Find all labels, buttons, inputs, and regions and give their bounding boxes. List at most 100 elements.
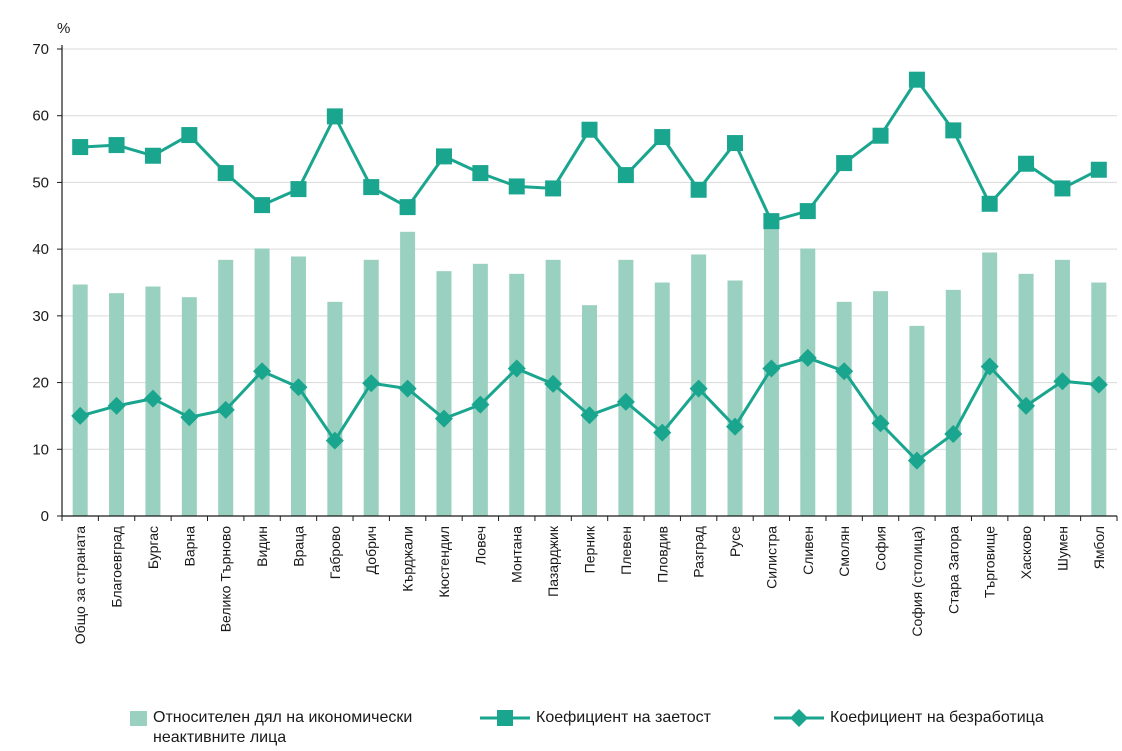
bar (1018, 273, 1034, 516)
data-point-diamond (216, 400, 235, 419)
legend-swatch-bar (130, 711, 147, 726)
data-point-square (399, 199, 416, 216)
data-point-square (581, 121, 598, 138)
x-category-label: София (столица) (909, 526, 925, 637)
data-point-square (617, 167, 634, 184)
x-category-label: Добрич (363, 526, 379, 574)
legend-label-inactive: Относителен дял на икономически неактивн… (153, 709, 413, 746)
bar (727, 280, 743, 516)
data-point-square (1054, 180, 1071, 197)
data-point-diamond (653, 423, 672, 442)
data-point-diamond (907, 451, 926, 470)
legend-label-unemployment: Коефициент на безработица (830, 709, 1044, 726)
data-point-diamond (398, 379, 417, 398)
bar (873, 291, 889, 516)
bar (618, 259, 634, 516)
data-point-diamond (507, 359, 526, 378)
y-tick-label: 50 (32, 174, 49, 191)
data-point-diamond (871, 414, 890, 433)
bar (472, 263, 488, 516)
bar (218, 259, 234, 516)
data-point-square (72, 139, 89, 156)
bar (400, 231, 416, 516)
data-point-diamond (980, 357, 999, 376)
data-point-square (654, 129, 671, 146)
data-point-square (727, 135, 744, 152)
bar (181, 297, 197, 516)
data-point-diamond (180, 408, 199, 427)
x-category-label: Благоевград (109, 526, 125, 608)
y-tick-label: 10 (32, 441, 49, 458)
bar (509, 273, 525, 516)
bar (836, 301, 852, 516)
legend-item-employment: Коефициент на заетост (480, 708, 711, 728)
x-category-label: Бургас (145, 526, 161, 569)
data-point-square (1090, 161, 1107, 178)
bar (1091, 282, 1107, 516)
data-point-square (508, 178, 525, 195)
data-point-diamond (798, 348, 817, 367)
data-point-square (545, 180, 562, 197)
data-point-square (326, 108, 343, 125)
x-category-label: Пловдив (654, 526, 670, 583)
legend-item-inactive: Относителен дял на икономически неактивн… (130, 708, 475, 748)
data-point-square (181, 127, 198, 144)
bar (909, 325, 925, 516)
data-point-square (363, 179, 380, 196)
data-point-square (254, 197, 271, 214)
legend-item-unemployment: Коефициент на безработица (774, 708, 1044, 728)
bar (436, 271, 452, 516)
data-point-diamond (471, 395, 490, 414)
bar-series (72, 227, 1107, 517)
x-category-label: Велико Търново (218, 526, 234, 632)
x-category-label: Монтана (509, 526, 525, 583)
data-point-square (472, 165, 489, 182)
y-tick-label: 40 (32, 241, 49, 258)
x-category-label: Кюстендил (436, 526, 452, 598)
x-category-label: Перник (582, 525, 598, 573)
x-category-label: Варна (181, 526, 197, 567)
data-point-diamond (944, 424, 963, 443)
y-tick-label: 70 (32, 41, 49, 58)
x-category-label: Разград (691, 526, 707, 578)
x-category-label: Търговище (982, 526, 998, 598)
data-point-diamond (107, 396, 126, 415)
x-category-label: Кърджали (400, 526, 416, 592)
x-category-label: Плевен (618, 526, 634, 575)
x-category-label: Стара Загора (945, 526, 961, 614)
x-category-label: Русе (727, 526, 743, 557)
series-line (80, 78, 1100, 223)
bar (982, 252, 998, 516)
data-point-diamond (325, 431, 344, 450)
legend-swatch-square-line (480, 710, 530, 726)
data-point-diamond (616, 392, 635, 411)
data-point-square (872, 127, 889, 144)
x-category-label: Шумен (1054, 526, 1070, 571)
bar (254, 248, 270, 516)
data-point-diamond (289, 378, 308, 397)
bar (654, 282, 670, 516)
line-series (71, 71, 1108, 470)
bar (72, 284, 88, 516)
y-tick-label: 0 (41, 508, 49, 525)
x-category-label: София (873, 526, 889, 571)
data-point-square (108, 137, 125, 154)
bar (327, 301, 343, 516)
data-point-diamond (689, 379, 708, 398)
data-point-square (290, 181, 307, 198)
data-point-diamond (835, 362, 854, 381)
data-point-diamond (1089, 375, 1108, 394)
legend-swatch-diamond-line (774, 709, 824, 727)
y-tick-label: 20 (32, 375, 49, 392)
x-category-label: Сливен (800, 526, 816, 575)
data-point-square (908, 71, 925, 88)
data-point-diamond (362, 374, 381, 393)
x-category-label: Общо за страната (72, 526, 88, 644)
data-point-square (435, 148, 452, 165)
bar (945, 289, 961, 516)
data-point-square (217, 165, 234, 182)
data-point-square (945, 122, 962, 139)
y-tick-label: 60 (32, 108, 49, 125)
y-axis-unit: % (57, 20, 70, 37)
